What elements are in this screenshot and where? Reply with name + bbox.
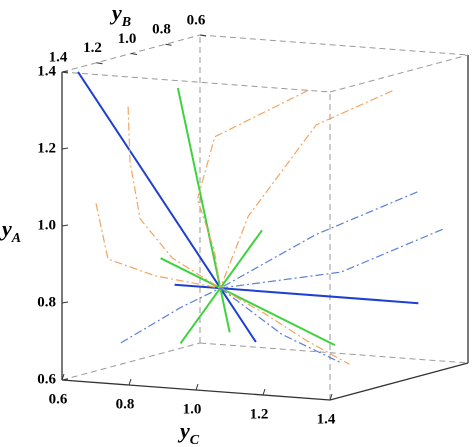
x-tick	[195, 383, 199, 391]
x-label-main: y	[177, 418, 190, 443]
trajectory	[220, 287, 350, 365]
z-tick	[61, 301, 69, 304]
box-edge	[199, 342, 469, 364]
y-tick-label: 0.6	[187, 12, 206, 28]
x-label-sub: C	[190, 433, 200, 447]
x-tick	[329, 393, 333, 401]
eigen-line	[174, 283, 419, 305]
trajectory	[220, 191, 418, 289]
z-tick	[61, 224, 69, 227]
box-edge	[61, 71, 331, 93]
x-tick-label: 1.2	[250, 406, 269, 422]
trajectory	[120, 287, 221, 344]
x-tick-label: 1.4	[317, 411, 336, 427]
x-tick	[61, 373, 65, 381]
x-axis-label: yC	[177, 418, 200, 447]
z-tick	[61, 378, 69, 381]
x-tick	[262, 388, 266, 396]
z-tick-label: 0.6	[37, 371, 56, 387]
z-tick-label: 0.8	[37, 294, 56, 310]
z-tick-label: 1.4	[37, 63, 56, 79]
y-tick	[61, 71, 69, 74]
eigen-line	[160, 257, 336, 346]
y-tick-label: 1.0	[118, 31, 137, 47]
trajectory	[220, 228, 443, 289]
x-tick	[128, 378, 132, 386]
z-tick	[61, 147, 69, 150]
box-edge	[329, 54, 469, 93]
y-label-main: y	[109, 0, 122, 25]
y-tick	[165, 43, 172, 46]
z-tick-label: 1.0	[37, 217, 56, 233]
eigen-line	[176, 87, 231, 333]
z-label-sub: A	[11, 231, 21, 246]
x-tick-label: 1.0	[183, 401, 202, 417]
z-tick-label: 1.2	[37, 140, 56, 156]
box-edge	[329, 362, 469, 401]
trajectory	[219, 90, 393, 289]
y-label-sub: B	[121, 15, 131, 30]
trajectory	[196, 89, 309, 289]
y-tick-label: 0.8	[152, 22, 171, 38]
y-axis-label: yB	[109, 0, 131, 30]
y-tick	[130, 53, 138, 55]
trajectory	[127, 106, 221, 289]
y-tick-label: 1.4	[49, 49, 68, 65]
y-tick	[199, 34, 207, 37]
x-tick-label: 0.6	[49, 391, 68, 407]
trajectory	[95, 203, 221, 289]
x-tick-label: 0.8	[116, 396, 135, 412]
trajectory	[219, 287, 341, 364]
box-edge	[199, 34, 469, 56]
z-axis-label: yA	[0, 216, 21, 246]
eigen-line	[77, 71, 257, 343]
y-tick-label: 1.2	[83, 40, 102, 56]
y-tick	[96, 62, 103, 65]
z-label-main: y	[0, 216, 12, 241]
box-edge	[61, 342, 201, 381]
